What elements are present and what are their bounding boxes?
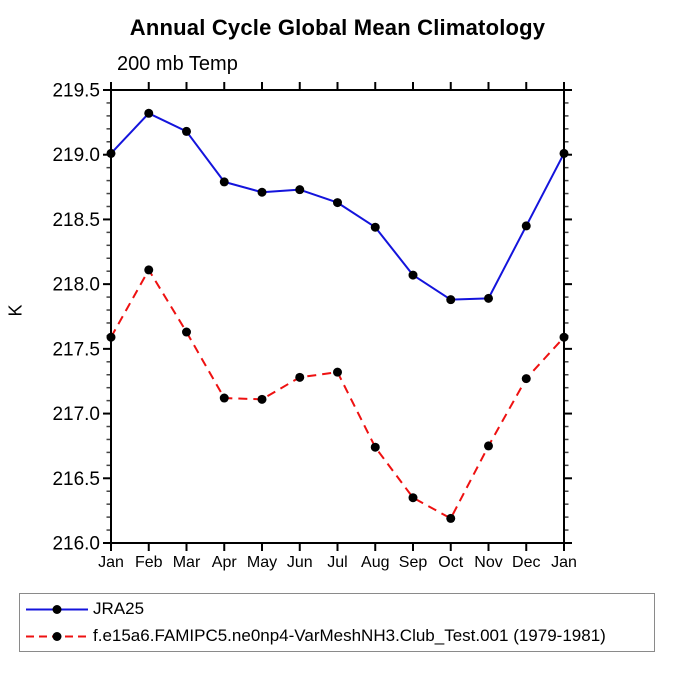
data-point-s0 — [446, 295, 456, 305]
y-tick-label: 218.5 — [52, 210, 100, 231]
chart-title: Annual Cycle Global Mean Climatology — [129, 15, 546, 40]
legend-line-sample-model — [26, 631, 88, 641]
x-tick-label: Jun — [287, 554, 313, 571]
data-point-s0 — [484, 293, 493, 303]
x-tick-label: Dec — [512, 554, 540, 571]
x-tick-label: Apr — [212, 554, 238, 571]
data-point-s0 — [106, 148, 116, 158]
legend-marker-icon — [52, 631, 62, 641]
x-tick-label: Nov — [474, 554, 502, 571]
x-tick-label: Mar — [173, 554, 201, 571]
data-point-s1 — [106, 332, 116, 342]
x-tick-label: Jan — [98, 554, 124, 571]
legend-item: f.e15a6.FAMIPC5.ne0np4-VarMeshNH3.Club_T… — [20, 623, 654, 650]
data-point-s1 — [559, 332, 569, 342]
legend-line-sample-jra25 — [26, 604, 88, 614]
y-tick-label: 219.5 — [52, 81, 100, 102]
x-tick-label: Feb — [135, 554, 163, 571]
y-tick-label: 216.0 — [52, 534, 100, 555]
x-tick-label: Aug — [361, 554, 389, 571]
x-tick-label: Jan — [551, 554, 577, 571]
data-point-s0 — [219, 177, 229, 187]
data-point-s1 — [370, 442, 380, 452]
legend-marker-icon — [52, 604, 62, 614]
chart-subtitle: 200 mb Temp — [117, 53, 238, 75]
legend-item: JRA25 — [20, 596, 654, 623]
data-point-s1 — [333, 367, 342, 377]
data-point-s0 — [257, 187, 267, 197]
x-tick-label: Sep — [399, 554, 428, 571]
legend-label: JRA25 — [93, 599, 145, 618]
x-tick-label: May — [247, 554, 277, 571]
y-tick-label: 216.5 — [52, 469, 100, 490]
x-tick-label: Oct — [438, 554, 463, 571]
data-point-s0 — [521, 221, 531, 231]
data-point-s1 — [182, 327, 191, 337]
y-tick-label: 217.0 — [52, 404, 100, 425]
legend: JRA25 f.e15a6.FAMIPC5.ne0np4-VarMeshNH3.… — [19, 593, 655, 652]
data-point-s1 — [521, 374, 531, 384]
data-point-s1 — [446, 513, 456, 523]
data-point-s1 — [484, 441, 493, 451]
data-point-s0 — [559, 148, 569, 158]
data-point-s0 — [295, 185, 305, 195]
y-tick-label: 217.5 — [52, 339, 100, 360]
data-point-s1 — [257, 394, 267, 404]
data-point-s1 — [295, 372, 305, 382]
data-point-s1 — [408, 493, 418, 503]
data-point-s1 — [144, 265, 154, 275]
legend-label: f.e15a6.FAMIPC5.ne0np4-VarMeshNH3.Club_T… — [93, 626, 606, 645]
series-line-1 — [110, 268, 565, 520]
data-point-s1 — [219, 393, 229, 403]
data-point-s0 — [182, 126, 191, 136]
data-point-s0 — [144, 108, 154, 118]
x-tick-label: Jul — [327, 554, 347, 571]
y-tick-label: 218.0 — [52, 275, 100, 296]
data-point-s0 — [370, 222, 380, 232]
y-tick-label: 219.0 — [52, 145, 100, 166]
axis-frame — [110, 89, 565, 544]
data-point-s0 — [333, 198, 342, 208]
data-point-s0 — [408, 270, 418, 280]
